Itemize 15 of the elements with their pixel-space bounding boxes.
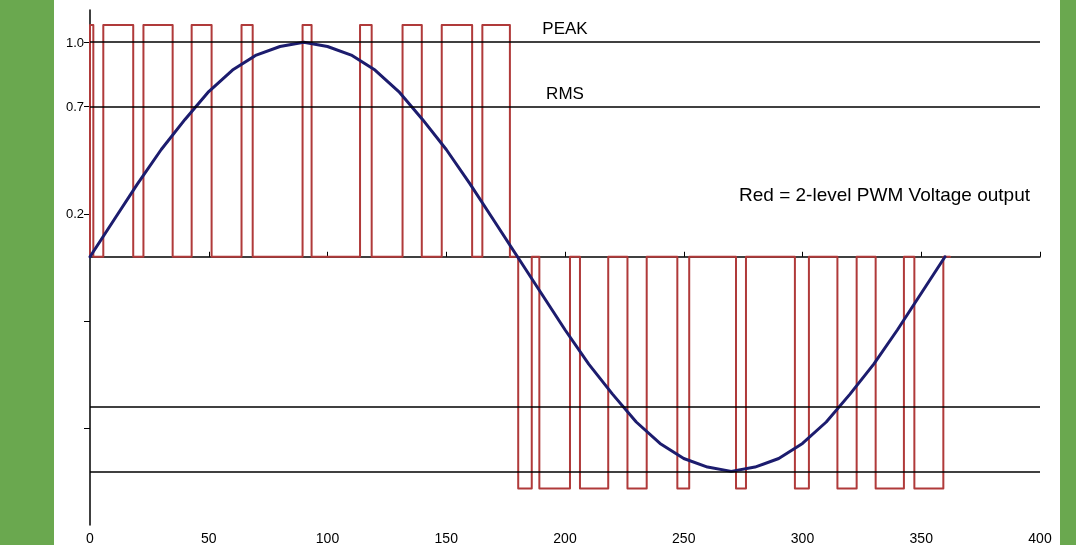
y-tick-label: 0.7 bbox=[65, 99, 84, 115]
x-tick-label: 200 bbox=[553, 530, 577, 545]
x-tick-label: 100 bbox=[315, 530, 340, 545]
x-tick-label: 0 bbox=[86, 530, 95, 545]
ref-line-label: RMS bbox=[546, 83, 584, 103]
x-tick-label: 350 bbox=[909, 530, 934, 545]
ref-line-label: PEAK bbox=[542, 19, 589, 39]
x-tick-label: 150 bbox=[434, 530, 459, 545]
x-tick-label: 400 bbox=[1028, 530, 1052, 545]
x-tick-label: 300 bbox=[790, 530, 815, 545]
x-tick-label: 250 bbox=[672, 530, 696, 545]
x-tick-label: 50 bbox=[200, 530, 217, 545]
y-tick-label: 1.0 bbox=[65, 34, 84, 50]
annotation: Red = 2-level PWM Voltage output bbox=[739, 184, 1031, 205]
y-tick-label: 0.2 bbox=[65, 206, 84, 222]
